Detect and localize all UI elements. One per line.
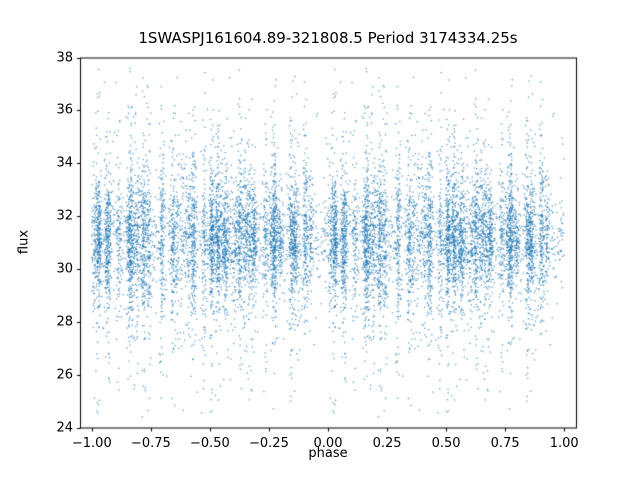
y-tick-label: 24 [56, 420, 73, 435]
x-tick-label: 0.00 [313, 435, 343, 451]
chart-title: 1SWASPJ161604.89-321808.5 Period 3174334… [138, 29, 518, 47]
x-tick-label: −1.00 [71, 435, 112, 451]
y-tick-label: 26 [56, 367, 73, 383]
y-axis-label: flux [16, 229, 32, 255]
x-tick-label: −0.75 [130, 435, 171, 451]
y-tick-label: 34 [56, 155, 73, 171]
y-tick-label: 32 [56, 208, 73, 224]
x-tick-label: 0.75 [490, 435, 520, 451]
x-tick-label: 0.25 [372, 435, 402, 451]
x-tick-label: −0.25 [249, 435, 289, 451]
x-tick-label: 1.00 [549, 435, 579, 451]
x-axis-label: phase [308, 446, 348, 461]
y-tick-label: 38 [56, 50, 73, 65]
y-tick-label: 28 [56, 314, 73, 330]
x-tick-label: 0.50 [431, 435, 461, 451]
y-tick-label: 30 [56, 261, 73, 277]
x-tick-label: −0.50 [189, 435, 230, 451]
y-tick-label: 36 [56, 102, 73, 118]
